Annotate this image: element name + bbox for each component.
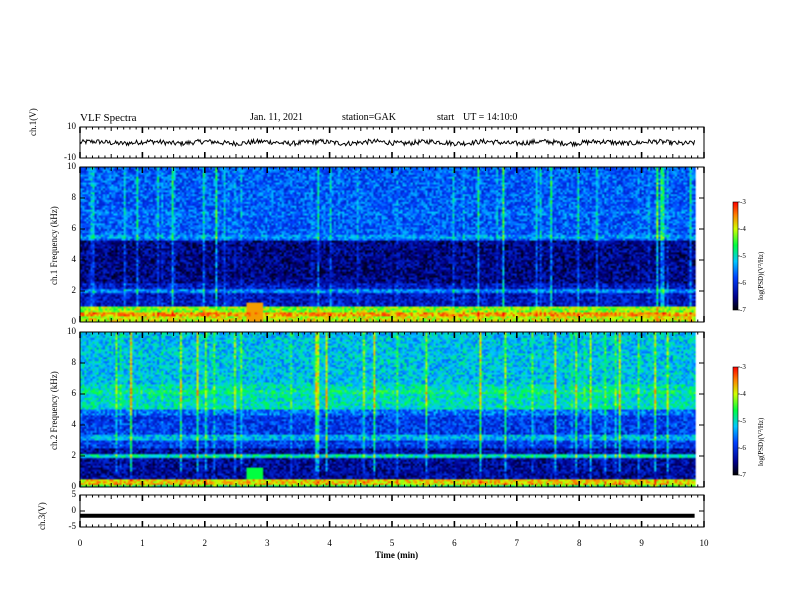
ch2-spectrogram-ytick-label: 8	[71, 357, 77, 367]
ch1-spectrogram-image	[80, 167, 704, 322]
ch1-waveform-ylabel: ch.1(V)	[28, 108, 38, 136]
ch1-spectrogram-ytick-label: 10	[67, 161, 76, 171]
x-tick-label: 10	[699, 538, 709, 548]
ch1-spectrogram-ytick-label: 2	[71, 285, 77, 295]
colorbar-tick-label: -4	[740, 225, 746, 233]
colorbar-tick-label: -4	[740, 390, 746, 398]
ch1-spectrogram-ytick-label: 8	[71, 192, 77, 202]
station-label: station=GAK	[342, 112, 396, 123]
start-label: start	[437, 112, 455, 123]
ch1-waveform-ytick-label: -10	[64, 152, 76, 162]
ch2-spectrogram-ytick-label: 4	[71, 419, 77, 429]
x-tick-label: 6	[452, 538, 457, 548]
ch1-spectrogram-ylabel: ch.1 Frequency (kHz)	[49, 206, 59, 285]
ch3-waveform-ytick-label: 0	[71, 505, 77, 515]
colorbar-tick-label: -5	[740, 252, 746, 260]
colorbar-tick-label: -7	[740, 471, 746, 479]
ch2-spectrogram-ytick-label: 10	[67, 326, 76, 336]
date-label: Jan. 11, 2021	[250, 112, 303, 123]
colorbar-tick-label: -6	[740, 279, 746, 287]
ch1-spectrogram-ytick-label: 6	[71, 223, 77, 233]
ch2-spectrogram-ytick-label: 2	[71, 450, 77, 460]
figure-title: VLF Spectra	[80, 112, 137, 124]
ch1-waveform-ytick-label: 10	[67, 121, 76, 131]
ch2-spectrogram-ytick-label: 0	[71, 481, 77, 491]
colorbar-1	[732, 201, 739, 311]
colorbar-tick-label: -5	[740, 417, 746, 425]
colorbar-tick-label: -7	[740, 306, 746, 314]
x-tick-label: 3	[264, 538, 270, 548]
colorbar-tick-label: -3	[740, 363, 746, 371]
x-tick-label: 4	[327, 538, 332, 548]
x-tick-label: 9	[639, 538, 644, 548]
x-axis-label: Time (min)	[375, 550, 419, 560]
colorbar-2	[732, 366, 739, 476]
ch3-waveform-ytick-label: 5	[71, 489, 77, 499]
ch2-spectrogram-ylabel: ch.2 Frequency (kHz)	[49, 371, 59, 450]
colorbar-tick-label: -6	[740, 444, 746, 452]
x-tick-label: 1	[140, 538, 145, 548]
ch1-spectrogram-ytick-label: 4	[71, 254, 77, 264]
colorbar-tick-label: -3	[740, 198, 746, 206]
x-tick-label: 7	[514, 538, 520, 548]
x-tick-label: 0	[77, 538, 83, 548]
ch1-waveform-trace	[79, 137, 696, 148]
ch2-spectrogram-ytick-label: 6	[71, 388, 77, 398]
start-time-label: UT = 14:10:0	[463, 112, 518, 123]
ch2-spectrogram-image	[80, 332, 704, 487]
ch1-spectrogram-ytick-label: 0	[71, 316, 77, 326]
x-tick-label: 2	[202, 538, 208, 548]
colorbar-1-label: log(PSD)(V²/Hz)	[757, 251, 765, 300]
colorbar-2-label: log(PSD)(V²/Hz)	[757, 417, 765, 466]
ch3-waveform-ytick-label: -5	[68, 521, 77, 531]
ch3-waveform-ylabel: ch.3(V)	[37, 502, 47, 530]
x-tick-label: 8	[576, 538, 582, 548]
x-tick-label: 5	[389, 538, 395, 548]
